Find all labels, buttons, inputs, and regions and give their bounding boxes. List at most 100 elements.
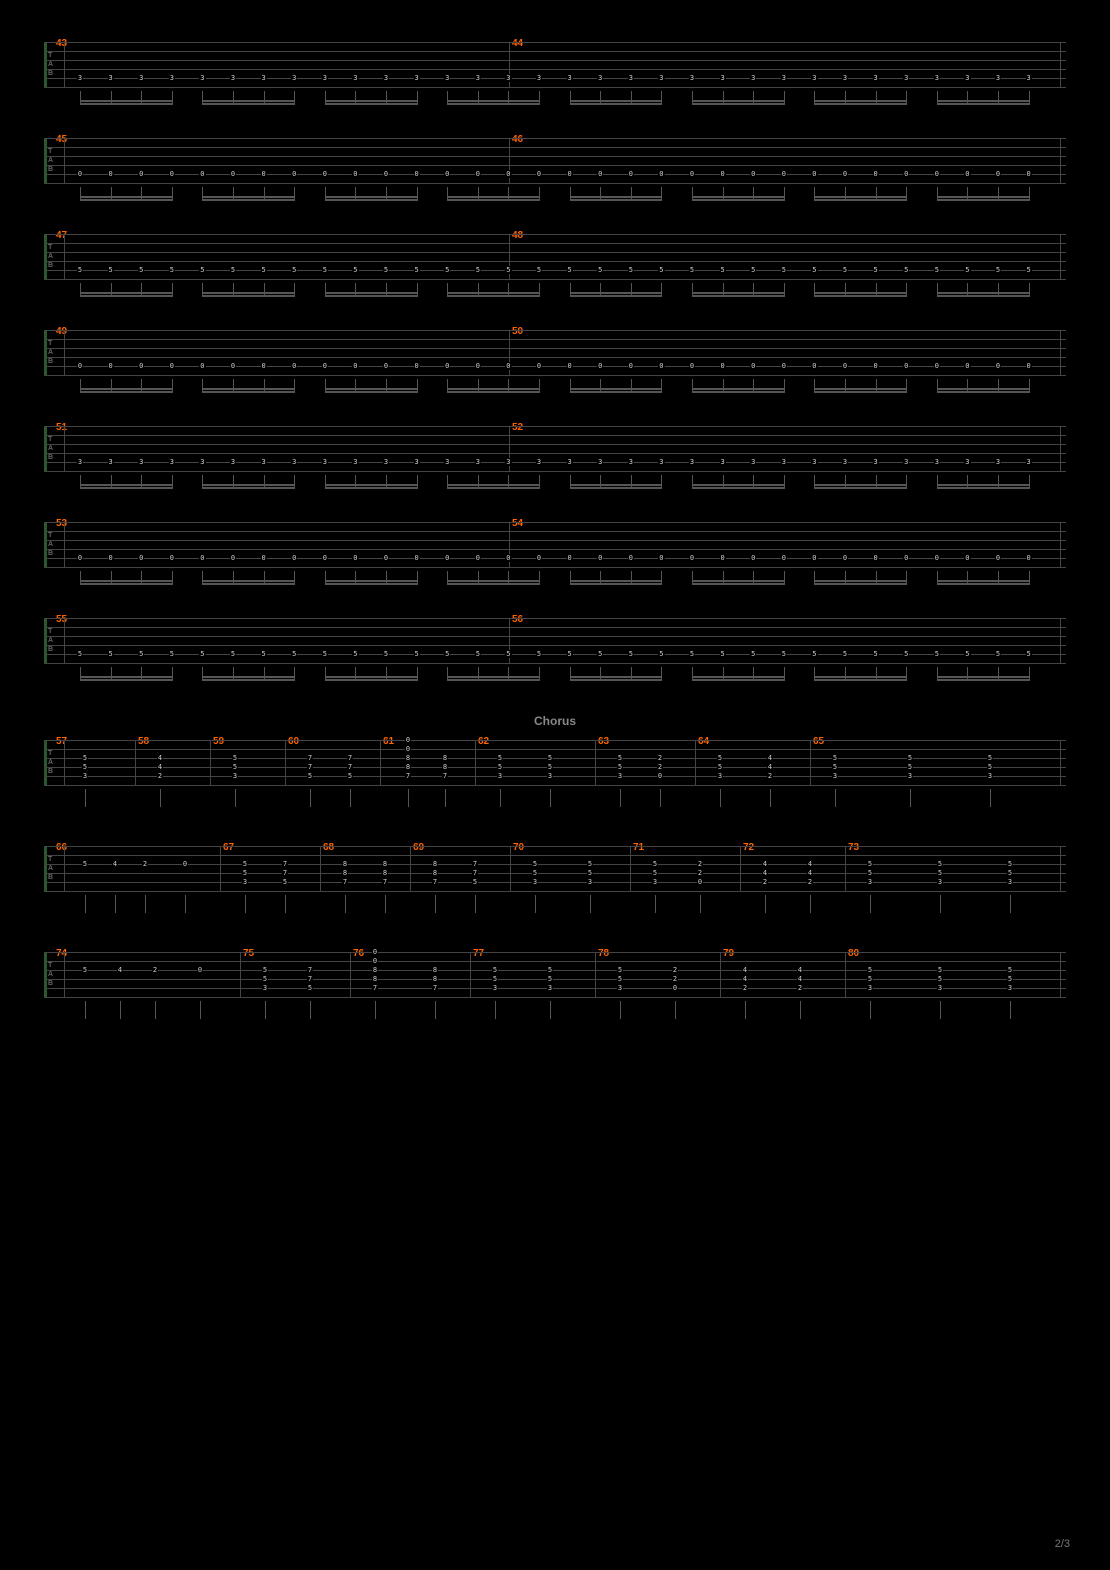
note-stem [160,789,161,807]
fret-note: 3 [987,772,993,780]
tab-clef-label: TAB [48,961,53,988]
string-line [44,855,1066,856]
string-line [44,864,1066,865]
note-stem [800,1001,801,1019]
note-stem [345,895,346,913]
beam-group [937,379,1029,397]
fret-note: 7 [382,878,388,886]
note-stem [870,895,871,913]
string-line [44,330,1066,331]
beam-group [814,475,906,493]
fret-note: 3 [903,458,909,466]
fret-note: 0 [413,554,419,562]
fret-note: 0 [182,860,188,868]
bar-line [64,740,65,785]
fret-note: 5 [842,650,848,658]
fret-note: 5 [497,763,503,771]
string-line [44,453,1066,454]
fret-note: 3 [138,458,144,466]
beam-group [692,187,784,205]
fret-note: 3 [658,74,664,82]
fret-note: 5 [547,754,553,762]
beam-group [814,379,906,397]
fret-note: 5 [322,266,328,274]
fret-note: 5 [230,650,236,658]
note-stem [535,895,536,913]
fret-note: 3 [658,458,664,466]
tab-page: 4344TAB333333333333333333333333333333334… [0,0,1110,1570]
fret-note: 2 [697,860,703,868]
fret-note: 5 [995,266,1001,274]
string-line [44,138,1066,139]
fret-note: 5 [903,650,909,658]
fret-note: 4 [762,869,768,877]
bar-line [845,846,846,891]
fret-note: 5 [717,763,723,771]
fret-note: 3 [444,458,450,466]
fret-note: 0 [657,772,663,780]
fret-note: 8 [342,869,348,877]
fret-note: 3 [964,458,970,466]
fret-note: 0 [199,170,205,178]
staff-row: 5556TAB55555555555555555555555555555555 [40,618,1070,686]
fret-note: 3 [260,74,266,82]
fret-note: 5 [587,860,593,868]
note-stem [655,895,656,913]
bar-line [135,740,136,785]
fret-note: 5 [617,763,623,771]
fret-note: 0 [750,170,756,178]
string-line [44,183,1066,184]
fret-note: 0 [995,362,1001,370]
note-stem [85,895,86,913]
fret-note: 0 [1025,554,1031,562]
note-stem [940,895,941,913]
fret-note: 5 [169,650,175,658]
fret-note: 7 [432,878,438,886]
tab-staff: TAB5420553775887887887775553553553220442… [40,846,1070,891]
string-line [44,558,1066,559]
fret-note: 2 [697,869,703,877]
fret-note: 2 [767,772,773,780]
fret-note: 0 [842,554,848,562]
fret-note: 5 [995,650,1001,658]
fret-note: 3 [322,458,328,466]
fret-note: 3 [199,458,205,466]
string-line [44,988,1066,989]
note-stem [200,1001,201,1019]
fret-note: 3 [1007,878,1013,886]
fret-note: 5 [658,650,664,658]
beam-group [814,187,906,205]
bar-line [320,846,321,891]
fret-note: 8 [372,975,378,983]
fret-note: 5 [82,860,88,868]
fret-note: 5 [937,869,943,877]
note-stem [385,895,386,913]
beam-group [692,379,784,397]
fret-note: 5 [937,860,943,868]
fret-note: 3 [995,458,1001,466]
note-stem [285,895,286,913]
fret-note: 0 [566,170,572,178]
beam-group [814,91,906,109]
bar-line [595,740,596,785]
fret-note: 8 [432,860,438,868]
fret-note: 5 [964,266,970,274]
string-line [44,234,1066,235]
fret-note: 5 [689,650,695,658]
fret-note: 0 [903,170,909,178]
bar-line [630,846,631,891]
tab-clef-label: TAB [48,147,53,174]
note-stem [310,789,311,807]
fret-note: 5 [937,966,943,974]
beam-group [325,667,417,685]
fret-note: 5 [1007,966,1013,974]
string-line [44,882,1066,883]
fret-note: 5 [597,266,603,274]
beam-group [80,571,172,589]
beam-group [570,379,662,397]
fret-note: 0 [230,170,236,178]
fret-note: 0 [697,878,703,886]
fret-note: 3 [934,74,940,82]
fret-note: 0 [77,170,83,178]
beam-group [202,187,294,205]
